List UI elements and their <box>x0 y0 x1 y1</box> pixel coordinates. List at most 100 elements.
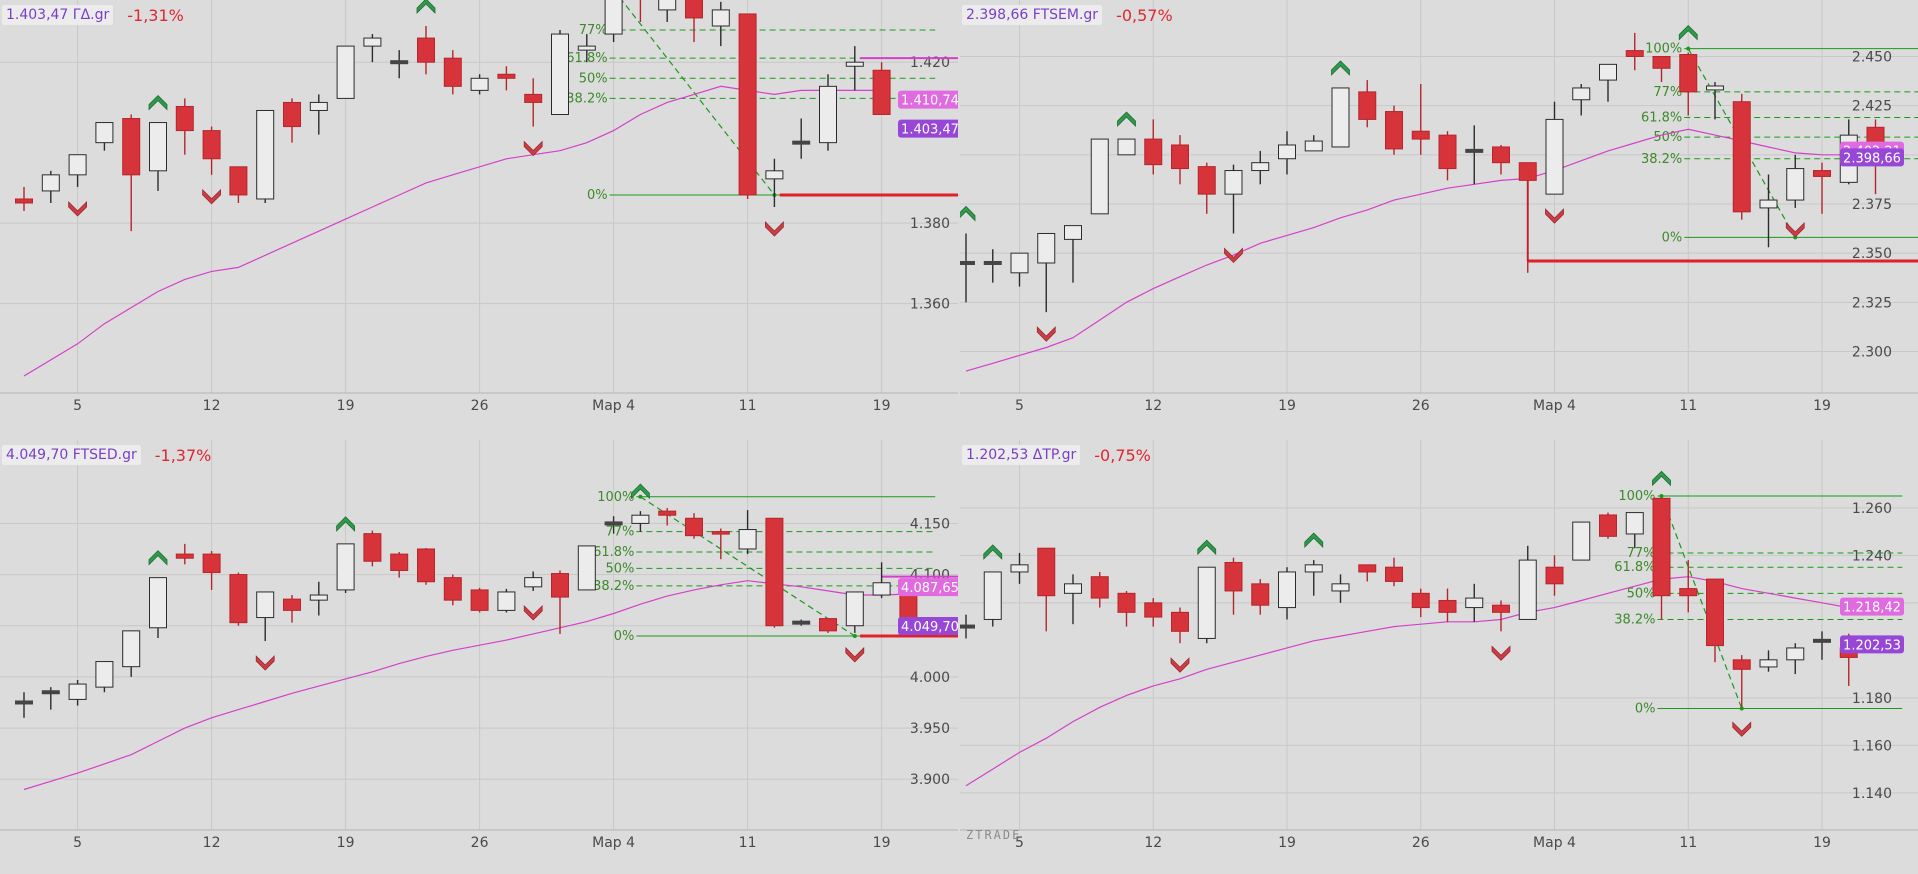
sell-signal-icon <box>1036 326 1056 342</box>
candle-body <box>470 589 489 611</box>
buy-signal-icon <box>983 544 1003 560</box>
candle-body <box>872 69 891 115</box>
candle-body <box>1492 604 1510 613</box>
candle-body <box>202 553 221 574</box>
chart-panel-gd[interactable]: 1.403,47 ΓΔ.gr -1,31% 1.420 1.380 1.360 5 12… <box>0 0 958 440</box>
x-tick-label: Мар 4 <box>592 835 635 851</box>
candle-body <box>765 170 784 180</box>
x-tick-label: 5 <box>73 398 82 414</box>
candle-body <box>1037 232 1056 264</box>
y-tick-label: 2.425 <box>1852 99 1892 115</box>
candle-body <box>470 77 489 91</box>
candle-body <box>68 683 87 700</box>
candle-body <box>363 533 382 562</box>
x-tick-label: 11 <box>739 835 757 851</box>
x-tick-label: 19 <box>337 835 355 851</box>
candle-body <box>1572 87 1591 101</box>
candles <box>960 32 1885 313</box>
candle-body <box>1679 54 1698 93</box>
candle-body <box>122 118 141 176</box>
candle-body <box>309 101 328 111</box>
candle-body <box>845 61 864 67</box>
fib-level-label: 100% <box>1618 489 1655 504</box>
candles <box>15 508 918 718</box>
candle-body <box>524 577 543 588</box>
chart-panel-ftsed[interactable]: 4.049,70 FTSED.gr -1,37% 4.1504.1004.050… <box>0 440 958 874</box>
x-tick-label: 11 <box>739 398 757 414</box>
candle-body <box>551 33 569 115</box>
candle-body <box>256 109 275 200</box>
chart-header: 4.049,70 FTSED.gr -1,37% <box>2 443 211 467</box>
candle-body <box>1144 138 1163 166</box>
fib-trend-line <box>1660 495 1743 709</box>
candle-body <box>1224 561 1243 592</box>
fib-level-label: 61.8% <box>1614 560 1655 575</box>
fib-level-label: 50% <box>579 71 608 86</box>
candles <box>15 0 891 232</box>
candle-body <box>417 548 435 583</box>
x-tick-label: 12 <box>1144 835 1162 851</box>
candle-body <box>1278 571 1296 609</box>
candle-body <box>1813 170 1831 177</box>
sell-signal-icon <box>255 655 275 671</box>
y-tick-label: 2.325 <box>1852 295 1892 311</box>
symbol-label: 1.202,53 ΔTP.gr <box>962 445 1081 465</box>
candle-body <box>1572 521 1591 561</box>
x-tick-label: 5 <box>73 835 82 851</box>
fib-level-label: 77% <box>579 23 608 38</box>
x-tick-label: 26 <box>1412 398 1430 414</box>
watermark: ZTRADE <box>966 828 1022 842</box>
candle-body <box>175 105 194 132</box>
chart-header: 1.403,47 ΓΔ.gr -1,31% <box>2 3 184 27</box>
sell-signal-icon <box>1170 657 1190 673</box>
buy-signal-icon <box>631 483 650 500</box>
candle-body <box>95 122 114 144</box>
candle-body <box>15 700 33 705</box>
fib-anchor-point <box>1659 493 1664 498</box>
candle-body <box>983 260 1002 265</box>
fib-level-label: 0% <box>587 188 608 203</box>
x-tick-label: 12 <box>203 835 221 851</box>
candle-body <box>1786 168 1805 201</box>
x-tick-label: 19 <box>1278 398 1296 414</box>
candle-body <box>1197 566 1216 639</box>
buy-signal-icon <box>148 94 168 111</box>
x-tick-label: 26 <box>1412 835 1430 851</box>
candle-body <box>229 574 248 624</box>
y-tick-label: 1.240 <box>1852 548 1892 564</box>
x-tick-label: 11 <box>1679 398 1697 414</box>
candle-body <box>1599 514 1617 537</box>
candle-body <box>390 60 409 65</box>
candle-body <box>1144 602 1163 618</box>
candle-body <box>149 122 167 172</box>
y-tick-label: 4.150 <box>910 516 950 532</box>
candle-body <box>1599 63 1617 81</box>
fib-level-label: 61.8% <box>593 545 634 560</box>
x-tick-label: 19 <box>337 398 355 414</box>
candle-body <box>309 594 328 601</box>
fib-level-label: 77% <box>605 525 634 540</box>
buy-signal-icon <box>148 550 168 566</box>
fibonacci-retracement: 100% 77%61.8% 50% 38.2% 0% <box>1614 489 1903 717</box>
candle-body <box>1358 564 1377 573</box>
chart-panel-ftsem[interactable]: 2.398,66 FTSEM.gr -0,57% 2.4502.4252.400… <box>960 0 1918 440</box>
y-tick-label: 1.160 <box>1852 738 1892 754</box>
candle-body <box>443 577 462 601</box>
candle-body <box>1358 91 1377 120</box>
candle-body <box>41 690 60 695</box>
sell-signal-icon <box>523 604 543 621</box>
price-tag-label: 4.087,65 <box>901 581 958 596</box>
fib-level-label: 0% <box>1662 230 1683 245</box>
fib-trend-line <box>620 0 775 196</box>
candle-body <box>283 598 301 611</box>
fib-level-label: 61.8% <box>1641 110 1682 125</box>
price-tag-bg <box>1840 148 1904 167</box>
fib-level-label: 0% <box>614 629 635 644</box>
candle-body <box>1679 588 1698 597</box>
chart-panel-dtp[interactable]: 1.202,53 ΔTP.gr -0,75% 1.2601.2401.2201.… <box>960 440 1918 874</box>
candle-body <box>983 571 1002 620</box>
fib-anchor-point <box>852 633 857 638</box>
y-tick-label: 2.300 <box>1852 344 1892 360</box>
candle-body <box>1278 144 1296 160</box>
